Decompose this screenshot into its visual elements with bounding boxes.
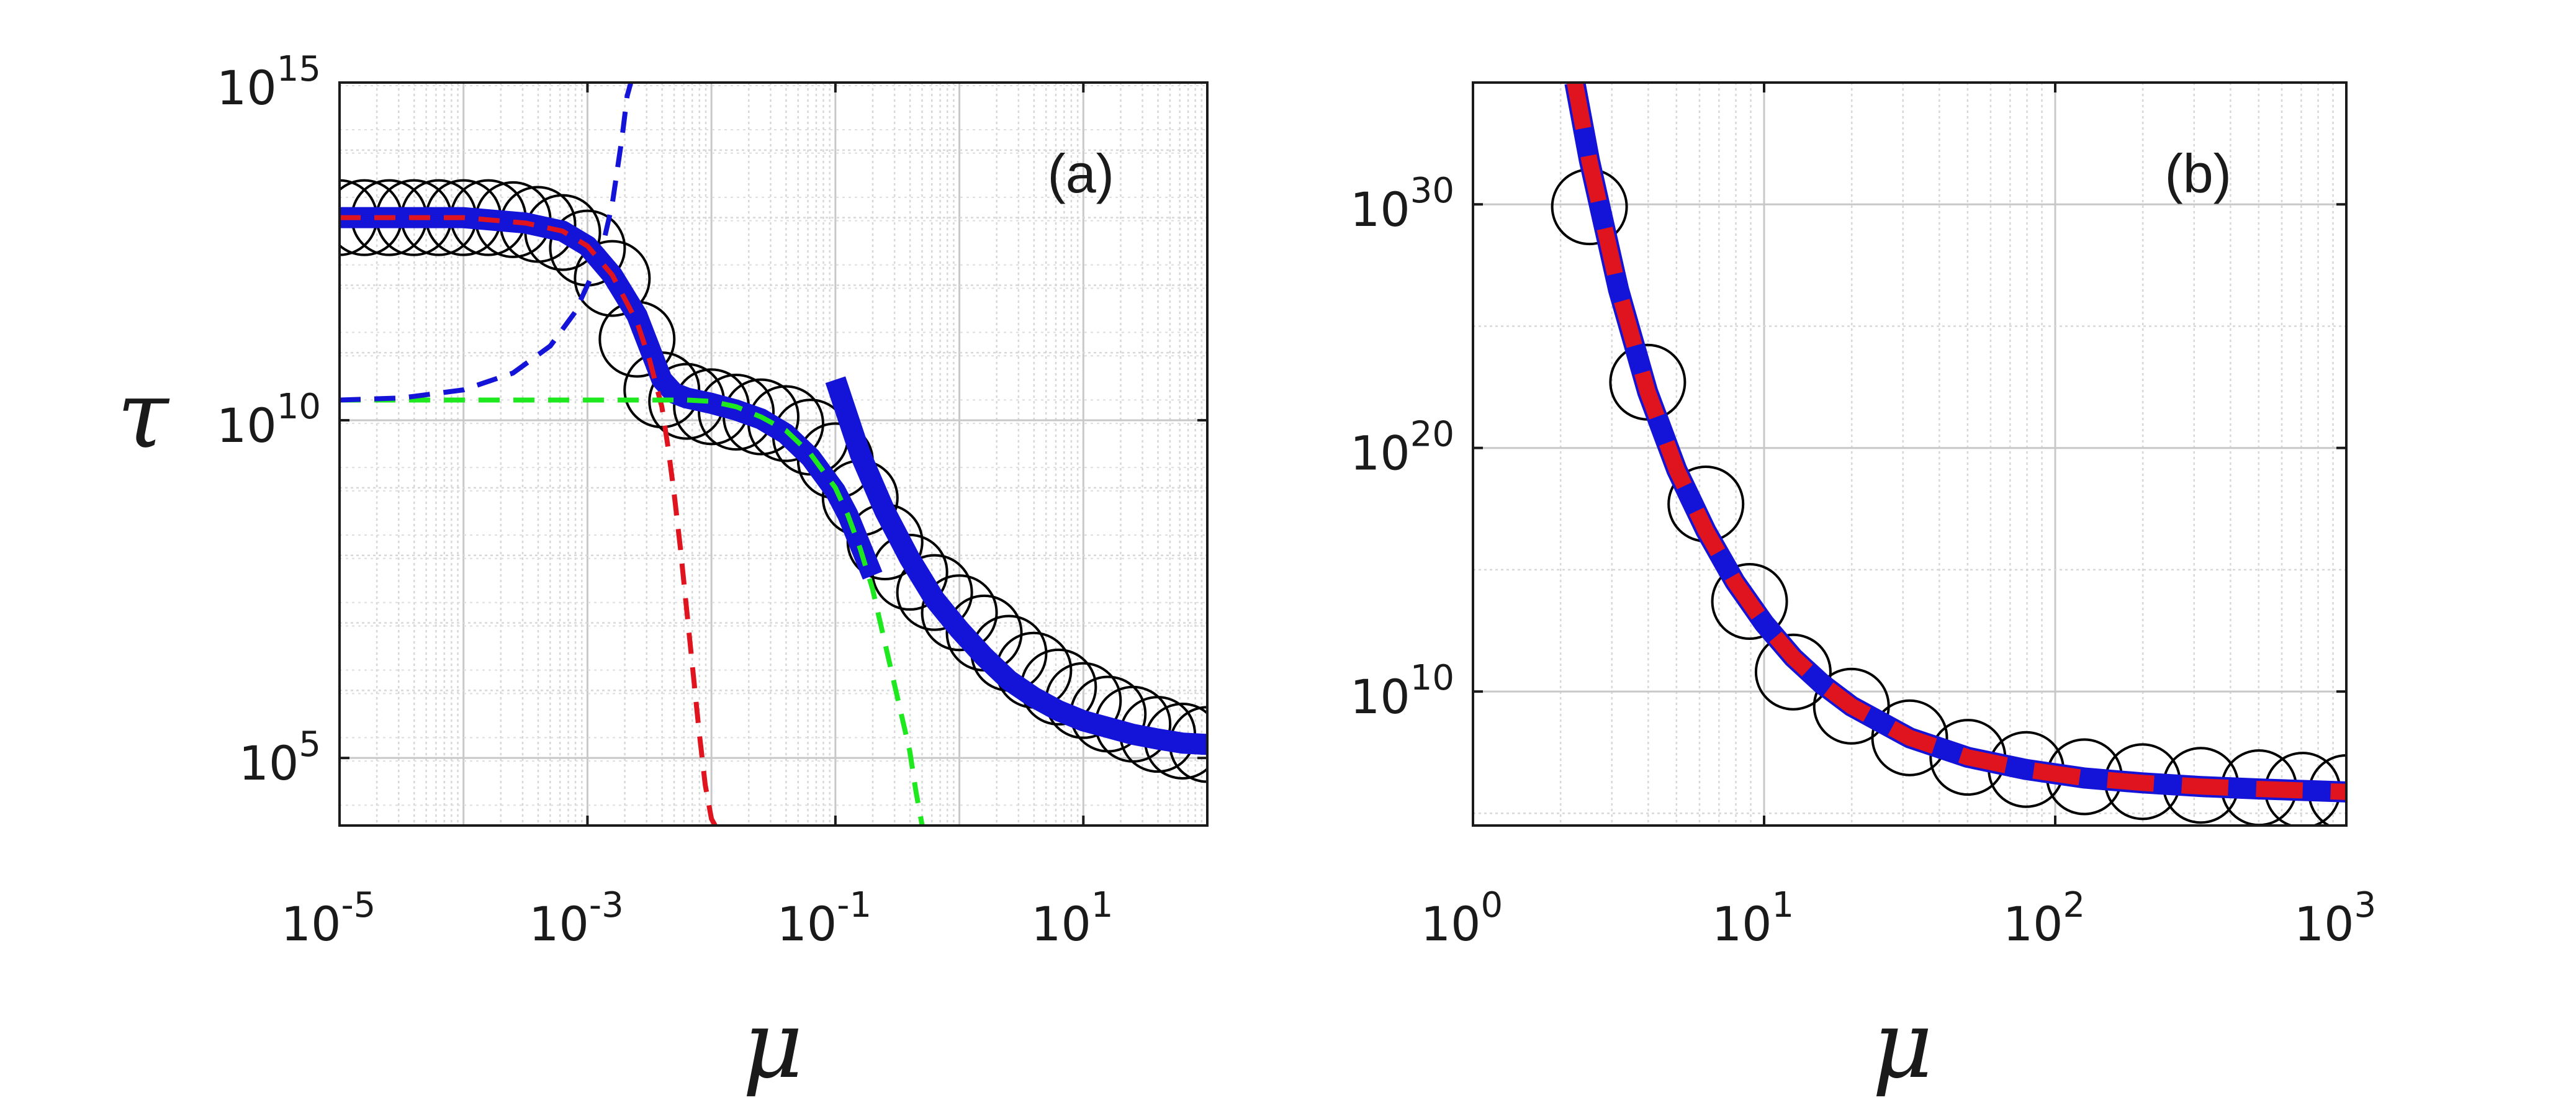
y-tick-label: 1010 xyxy=(217,387,321,453)
x-tick-label: 10-3 xyxy=(529,885,624,952)
red-approximation-line xyxy=(340,215,718,826)
panel-a-frame xyxy=(338,81,1209,827)
panel-b-ticks: 100 101 102 103 1010 1020 1030 xyxy=(1350,171,2376,952)
panel-b-xlabel: μ xyxy=(1872,991,1933,1098)
y-tick-label: 105 xyxy=(239,724,321,791)
full-theory-line xyxy=(825,376,1207,755)
panel-a-label: (a) xyxy=(1047,143,1114,204)
panel-a: 10-5 10-3 10-1 101 105 1010 1015 (a) μ τ xyxy=(117,49,1209,1098)
panel-b: 100 101 102 103 1010 1020 1030 (b) μ xyxy=(1350,81,2376,1098)
panel-0-axes-box xyxy=(338,81,1209,827)
y-tick-label: 1015 xyxy=(217,49,321,115)
x-tick-label: 103 xyxy=(2294,885,2376,952)
green-approximation-line xyxy=(340,397,925,826)
panel-a-xlabel: μ xyxy=(742,991,803,1098)
data-point xyxy=(1711,562,1788,640)
x-tick-label: 101 xyxy=(1712,885,1794,952)
y-tick-label: 1030 xyxy=(1350,171,1454,237)
panel-b-grid xyxy=(1472,81,2346,826)
data-point xyxy=(574,240,651,317)
y-tick-label: 1010 xyxy=(1350,658,1454,724)
panel-1-axes-box xyxy=(1472,81,2348,827)
panel-a-ylabel: τ xyxy=(117,361,170,469)
panel-b-frame xyxy=(1472,81,2348,827)
data-point xyxy=(921,574,998,652)
data-point xyxy=(1871,699,1948,776)
panel-b-series xyxy=(1551,83,2346,826)
x-tick-label: 101 xyxy=(1031,885,1113,952)
x-tick-label: 102 xyxy=(2003,885,2085,952)
y-tick-label: 1020 xyxy=(1350,415,1454,481)
x-tick-label: 100 xyxy=(1421,885,1503,952)
panel-a-series xyxy=(340,83,1207,826)
x-tick-label: 10-5 xyxy=(281,885,376,952)
data-point xyxy=(896,554,973,631)
data-point xyxy=(698,374,775,451)
blue-dashed-approximation-line xyxy=(340,83,634,403)
x-tick-label: 10-1 xyxy=(777,885,872,952)
panel-b-label: (b) xyxy=(2164,143,2231,204)
panel-a-ticks: 10-5 10-3 10-1 101 105 1010 1015 xyxy=(217,49,1113,952)
data-point xyxy=(1754,633,1832,711)
red-approximation-line xyxy=(1567,83,2346,800)
